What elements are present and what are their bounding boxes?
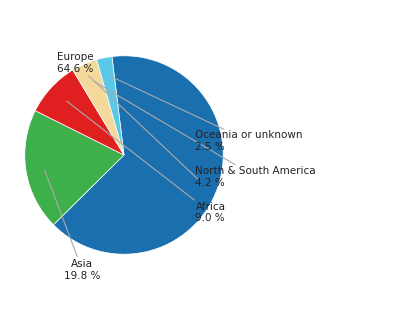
Text: Africa
9.0 %: Africa 9.0 % <box>67 101 226 223</box>
Text: Oceania or unknown
2.5 %: Oceania or unknown 2.5 % <box>111 76 303 152</box>
Wedge shape <box>54 56 223 254</box>
Text: Asia
19.8 %: Asia 19.8 % <box>44 170 100 281</box>
Text: Europe
64.6 %: Europe 64.6 % <box>56 52 199 180</box>
Wedge shape <box>97 56 124 155</box>
Wedge shape <box>73 60 124 155</box>
Text: North & South America
4.2 %: North & South America 4.2 % <box>94 82 316 188</box>
Wedge shape <box>35 70 124 155</box>
Wedge shape <box>25 111 124 225</box>
